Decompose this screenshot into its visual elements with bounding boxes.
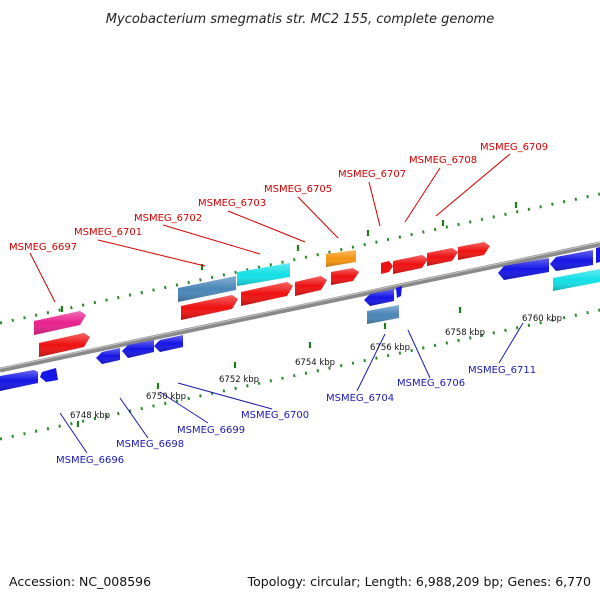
gene-label[interactable]: MSMEG_6707 bbox=[338, 169, 406, 180]
tick-label: 6750 kbp bbox=[146, 392, 186, 402]
gene-label[interactable]: MSMEG_6706 bbox=[397, 378, 465, 389]
forward-strand-genes bbox=[34, 242, 490, 357]
tick-label: 6756 kbp bbox=[370, 343, 410, 353]
gene-label[interactable]: MSMEG_6711 bbox=[468, 365, 536, 376]
gene-label[interactable]: MSMEG_6699 bbox=[177, 425, 245, 436]
gene-label[interactable]: MSMEG_6698 bbox=[116, 439, 184, 450]
tick-label: 6748 kbp bbox=[70, 411, 110, 421]
topology-summary: Topology: circular; Length: 6,988,209 bp… bbox=[247, 574, 591, 589]
gene-label[interactable]: MSMEG_6703 bbox=[198, 198, 266, 209]
tick-label: 6754 kbp bbox=[295, 358, 335, 368]
reverse-strand-genes bbox=[0, 247, 600, 391]
gene-label[interactable]: MSMEG_6701 bbox=[74, 227, 142, 238]
forward-gene-labels: MSMEG_6697 MSMEG_6701 MSMEG_6702 MSMEG_6… bbox=[9, 142, 548, 253]
tick-label: 6758 kbp bbox=[445, 328, 485, 338]
forward-leader-lines bbox=[29, 153, 511, 303]
gene-label[interactable]: MSMEG_6700 bbox=[241, 410, 309, 421]
tick-label: 6752 kbp bbox=[219, 375, 259, 385]
gene-label[interactable]: MSMEG_6696 bbox=[56, 455, 124, 466]
gene-label[interactable]: MSMEG_6709 bbox=[480, 142, 548, 153]
gene-label[interactable]: MSMEG_6697 bbox=[9, 242, 77, 253]
reverse-leader-lines bbox=[59, 322, 524, 454]
map-title: Mycobacterium smegmatis str. MC2 155, co… bbox=[106, 12, 494, 27]
gene-label[interactable]: MSMEG_6702 bbox=[134, 213, 202, 224]
gene-label[interactable]: MSMEG_6705 bbox=[264, 184, 332, 195]
accession-label: Accession: NC_008596 bbox=[9, 574, 151, 589]
outer-dotted-ring bbox=[0, 192, 600, 325]
tick-labels: 6748 kbp 6750 kbp 6752 kbp 6754 kbp 6756… bbox=[70, 314, 562, 421]
gene-arrow-blue[interactable] bbox=[40, 368, 58, 382]
gene-label[interactable]: MSMEG_6704 bbox=[326, 393, 394, 404]
tick-label: 6760 kbp bbox=[522, 314, 562, 324]
reverse-gene-labels: MSMEG_6696 MSMEG_6698 MSMEG_6699 MSMEG_6… bbox=[56, 365, 536, 466]
genome-backbone bbox=[0, 241, 600, 373]
gene-arrow-red[interactable] bbox=[381, 261, 393, 274]
gene-label[interactable]: MSMEG_6708 bbox=[409, 155, 477, 166]
